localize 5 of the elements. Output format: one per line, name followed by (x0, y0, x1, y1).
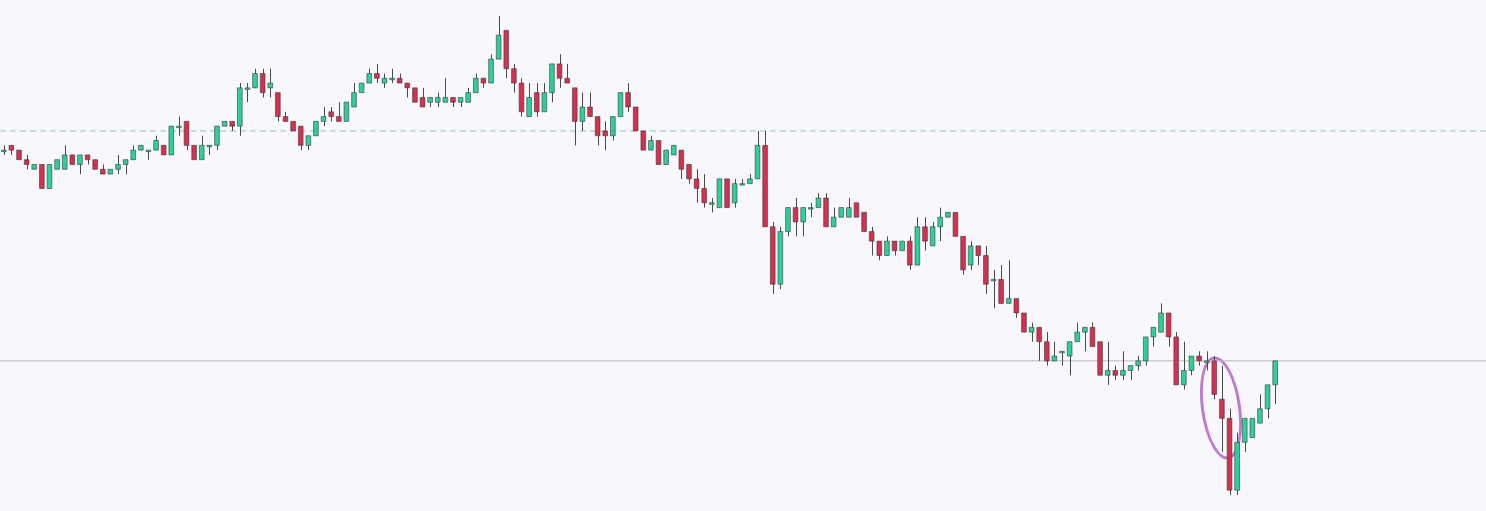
candlestick (115, 154, 121, 175)
candlestick (922, 216, 928, 252)
candlestick (785, 207, 791, 237)
candlestick (1257, 393, 1263, 424)
candlestick (1120, 350, 1126, 381)
